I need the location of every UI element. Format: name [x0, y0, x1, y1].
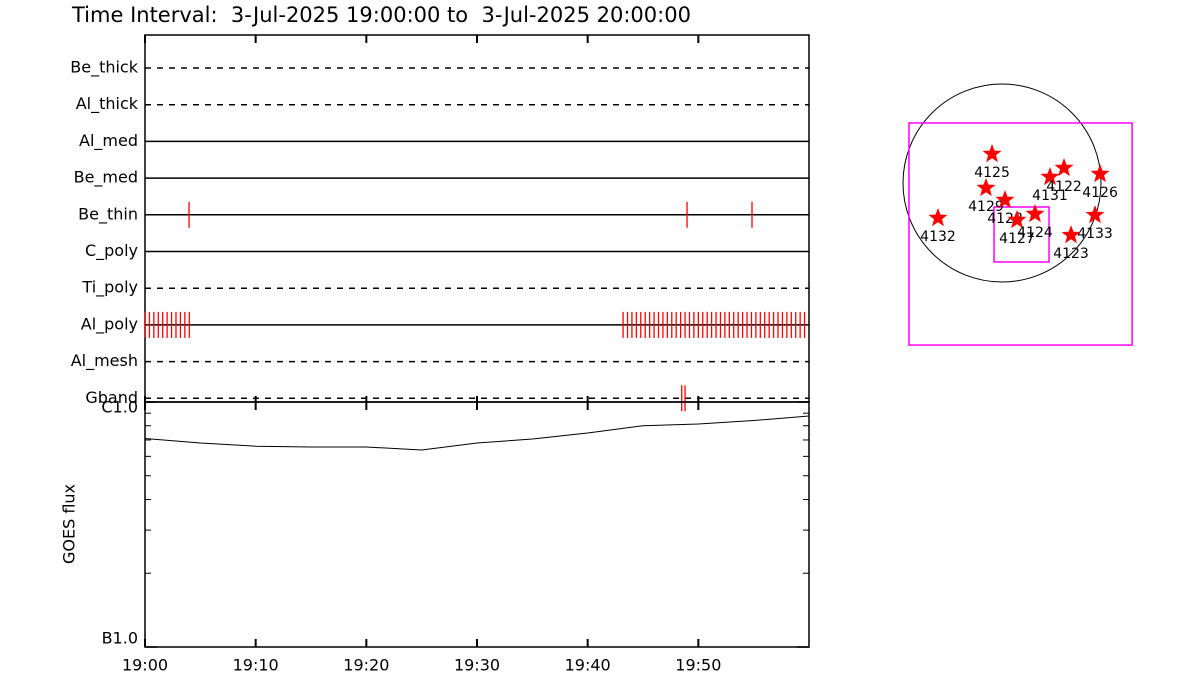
region-star [1025, 204, 1045, 223]
x-tick-label: 19:10 [233, 656, 279, 675]
y-tick-label: B1.0 [102, 629, 138, 648]
region-star [982, 144, 1002, 163]
region-star [995, 190, 1015, 209]
y-tick-label: C1.0 [101, 398, 138, 417]
row-label: Al_mesh [71, 351, 138, 371]
region-star [1090, 164, 1110, 183]
x-tick-label: 19:40 [565, 656, 611, 675]
x-tick-label: 19:20 [343, 656, 389, 675]
region-star [1007, 210, 1027, 229]
region-star [1085, 205, 1105, 224]
row-label: Be_thin [78, 204, 138, 224]
region-label: 4125 [974, 165, 1010, 181]
region-label: 4132 [920, 229, 956, 245]
region-star [1040, 167, 1060, 186]
region-label: 4129 [968, 199, 1004, 215]
region-label: 4131 [1032, 188, 1068, 204]
region-label: 4126 [1082, 185, 1118, 201]
row-label: Ti_poly [81, 278, 138, 298]
y-axis-label: GOES flux [60, 484, 79, 564]
row-label: Gband [85, 388, 138, 407]
region-star [1054, 158, 1074, 177]
region-label: 4122 [1046, 179, 1082, 195]
panel-frame [144, 34, 810, 403]
x-tick-label: 19:50 [675, 656, 721, 675]
region-star [976, 178, 996, 197]
row-label: Al_thick [76, 94, 139, 114]
region-label: 4133 [1077, 226, 1113, 242]
row-label: Al_med [79, 131, 138, 151]
row-label: C_poly [85, 241, 138, 261]
row-label: Be_med [74, 168, 138, 188]
fov-box [993, 206, 1050, 263]
region-star [928, 208, 948, 227]
region-label: 4124 [1017, 225, 1053, 241]
region-label: 4127 [999, 231, 1035, 247]
panel-frame [144, 401, 810, 648]
region-star [1061, 225, 1081, 244]
chart-title: Time Interval: 3-Jul-2025 19:00:00 to 3-… [71, 3, 691, 27]
x-tick-label: 19:30 [454, 656, 500, 675]
row-label: Be_thick [70, 58, 138, 78]
x-tick-label: 19:00 [122, 656, 168, 675]
goes-line [144, 415, 810, 451]
solar-disk [902, 83, 1102, 283]
fov-box [908, 122, 1133, 346]
region-label: 4123 [1053, 246, 1089, 262]
row-label: Al_poly [81, 314, 138, 334]
